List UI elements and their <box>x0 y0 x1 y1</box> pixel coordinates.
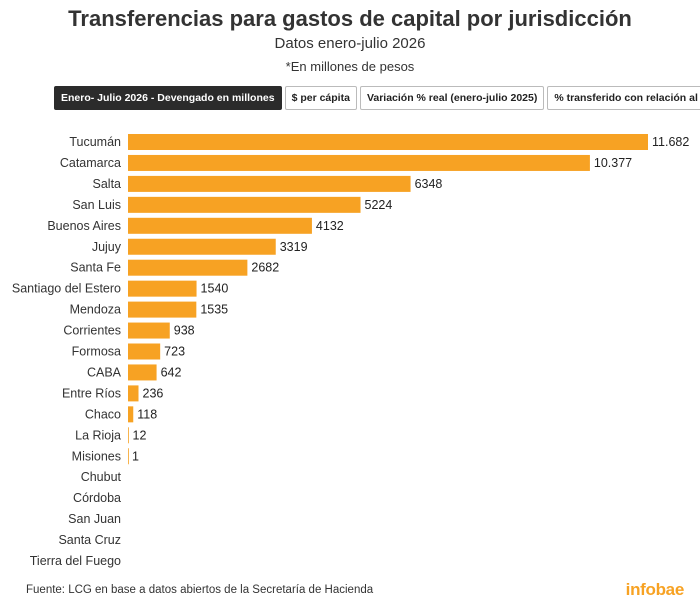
bar <box>128 385 139 402</box>
bar <box>128 175 411 192</box>
category-label: Chaco <box>85 407 121 421</box>
source-note: Fuente: LCG en base a datos abiertos de … <box>26 584 374 596</box>
view-tabs: Enero- Julio 2026 - Devengado en millone… <box>54 86 700 110</box>
value-label: 4132 <box>316 219 344 233</box>
brand-logo: infobae <box>625 580 685 599</box>
value-label: 5224 <box>365 198 393 212</box>
category-label: Buenos Aires <box>47 219 121 233</box>
category-label: Santa Fe <box>70 261 121 275</box>
bar <box>128 427 129 444</box>
bar <box>128 301 197 318</box>
category-label: Tucumán <box>69 135 121 149</box>
value-label: 236 <box>143 386 164 400</box>
bar <box>128 406 134 423</box>
chart-title: Transferencias para gastos de capital po… <box>68 6 632 31</box>
bar <box>128 343 161 360</box>
value-label: 723 <box>164 345 185 359</box>
value-label: 1 <box>132 449 139 463</box>
value-label: 642 <box>161 365 182 379</box>
value-label: 10.377 <box>594 156 632 170</box>
bar <box>128 364 157 381</box>
units-note: *En millones de pesos <box>285 59 415 74</box>
category-label: La Rioja <box>75 428 121 442</box>
category-label: San Juan <box>68 512 121 526</box>
category-label: Corrientes <box>63 324 121 338</box>
category-label: Córdoba <box>73 491 121 505</box>
category-label: Catamarca <box>60 156 121 170</box>
tab-porcentaje-total[interactable]: % transferido con relación al total <box>547 86 700 110</box>
category-label: CABA <box>87 365 122 379</box>
bar <box>128 280 197 297</box>
bar <box>128 322 170 339</box>
value-label: 1535 <box>200 303 228 317</box>
category-label: Salta <box>93 177 122 191</box>
category-label: Santiago del Estero <box>12 282 121 296</box>
bar <box>128 448 129 465</box>
tab-devengado[interactable]: Enero- Julio 2026 - Devengado en millone… <box>54 86 282 110</box>
category-label: Mendoza <box>70 303 121 317</box>
bar <box>128 238 276 255</box>
category-label: Tierra del Fuego <box>30 554 121 568</box>
category-label: Chubut <box>81 470 122 484</box>
category-label: Jujuy <box>92 240 122 254</box>
chart-subtitle: Datos enero-julio 2026 <box>274 35 426 52</box>
category-label: Misiones <box>72 449 121 463</box>
value-label: 118 <box>137 407 157 421</box>
bar <box>128 217 312 234</box>
value-label: 3319 <box>280 240 308 254</box>
value-label: 12 <box>133 428 147 442</box>
category-label: Santa Cruz <box>58 533 121 547</box>
value-label: 11.682 <box>652 135 689 149</box>
bar <box>128 154 590 171</box>
tab-variacion-real[interactable]: Variación % real (enero-julio 2025) <box>359 86 545 110</box>
category-label: Formosa <box>72 345 121 359</box>
bar <box>128 134 648 150</box>
value-label: 1540 <box>201 282 229 296</box>
bar <box>128 259 248 276</box>
bar <box>128 196 361 213</box>
value-label: 938 <box>174 324 195 338</box>
value-label: 6348 <box>415 177 443 191</box>
category-label: Entre Ríos <box>62 386 121 400</box>
tab-per-capita[interactable]: $ per cápita <box>284 86 357 110</box>
category-label: San Luis <box>72 198 121 212</box>
value-label: 2682 <box>251 261 279 275</box>
